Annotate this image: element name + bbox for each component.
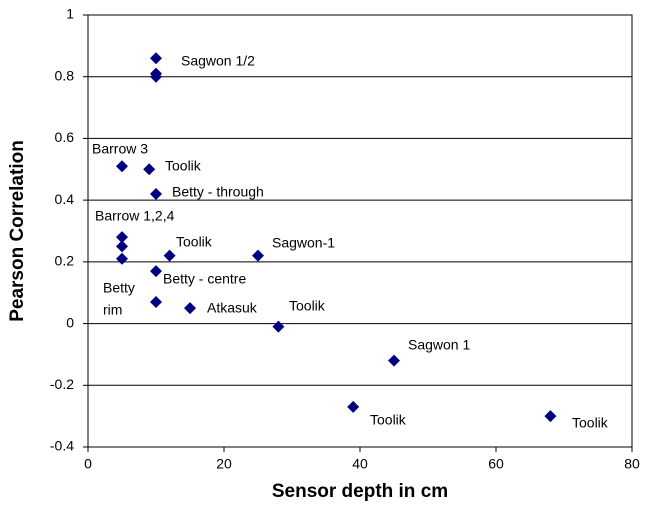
point xyxy=(272,320,285,333)
point xyxy=(150,265,162,278)
annotation: Betty - centre xyxy=(163,271,246,287)
x-tick-label: 40 xyxy=(352,456,368,472)
point xyxy=(116,231,128,244)
annotation: rim xyxy=(103,302,122,318)
point xyxy=(163,249,176,262)
point xyxy=(116,252,128,265)
y-tick-label: 0 xyxy=(66,314,74,330)
annotation: Barrow 1,2,4 xyxy=(95,208,175,224)
plot-frame xyxy=(87,14,633,448)
annotation: Sagwon 1/2 xyxy=(181,53,255,69)
point xyxy=(150,52,162,65)
point xyxy=(184,302,196,315)
point xyxy=(388,354,400,367)
annotation: Barrow 3 xyxy=(92,141,148,157)
annotation: Betty xyxy=(103,280,135,296)
y-tick-label: -0.4 xyxy=(50,438,74,454)
y-axis-title: Pearson Correlation xyxy=(7,140,28,322)
point xyxy=(150,70,162,83)
point xyxy=(116,160,128,173)
point xyxy=(544,410,557,423)
annotation: Toolik xyxy=(572,415,609,431)
annotation: Toolik xyxy=(370,412,407,428)
annotation: Betty - through xyxy=(172,184,264,200)
point xyxy=(347,400,360,413)
y-tick-label: 0.2 xyxy=(55,253,75,269)
x-tick-label: 60 xyxy=(488,456,504,472)
point xyxy=(150,295,162,308)
annotation: Toolik xyxy=(289,298,326,314)
annotation: Sagwon-1 xyxy=(272,235,335,251)
point xyxy=(252,249,264,262)
annotation: Toolik xyxy=(165,158,202,174)
y-tick-label: -0.2 xyxy=(50,376,74,392)
point xyxy=(116,240,128,253)
x-tick-label: 0 xyxy=(84,456,92,472)
x-tick-label: 20 xyxy=(216,456,232,472)
y-tick-label: 0.6 xyxy=(55,129,75,145)
annotation: Sagwon 1 xyxy=(408,337,470,353)
x-axis-title: Sensor depth in cm xyxy=(272,481,448,502)
x-tick-label: 80 xyxy=(624,456,640,472)
annotation: Toolik xyxy=(176,234,213,250)
y-tick-label: 1 xyxy=(66,6,74,22)
annotation: Atkasuk xyxy=(207,300,258,316)
point xyxy=(143,163,156,176)
y-tick-label: 0.8 xyxy=(55,67,75,83)
y-tick-label: 0.4 xyxy=(55,191,75,207)
point xyxy=(150,187,162,200)
